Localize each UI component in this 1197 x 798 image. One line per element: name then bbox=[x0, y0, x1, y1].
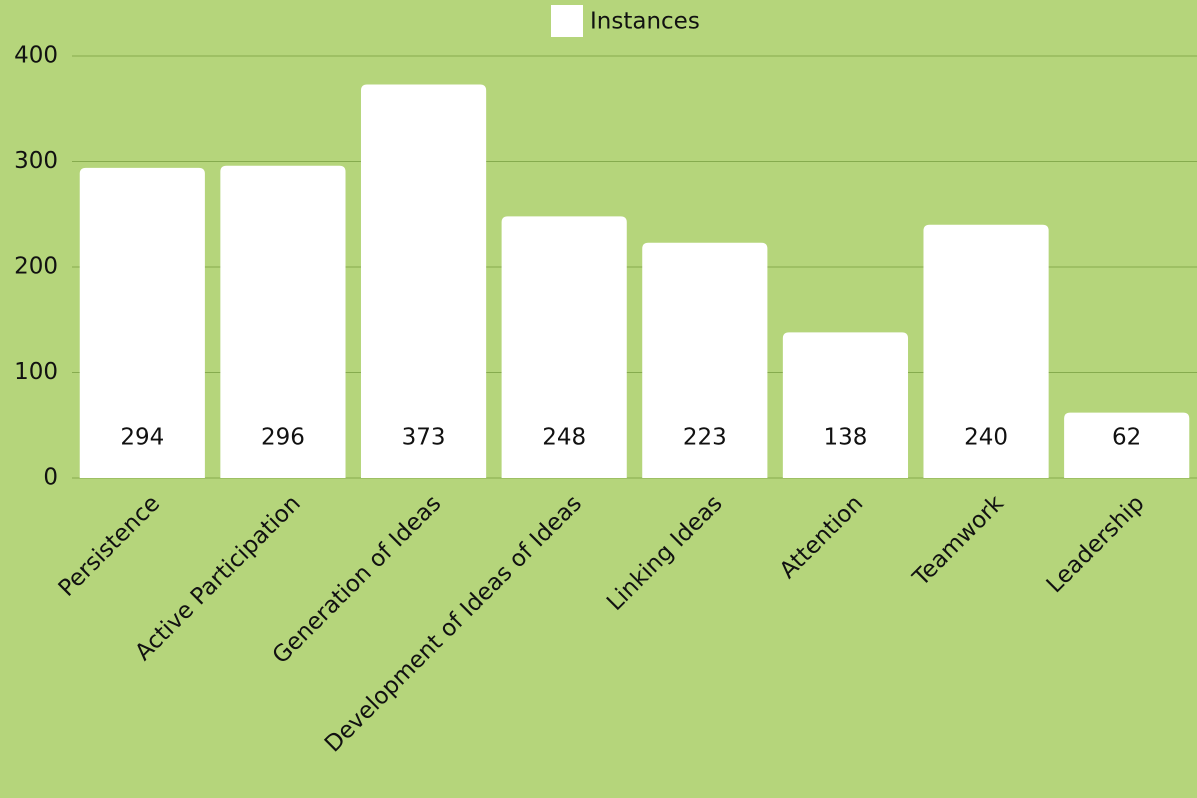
data-label: 373 bbox=[402, 425, 446, 451]
data-label: 240 bbox=[964, 425, 1008, 451]
y-tick-label: 0 bbox=[43, 465, 58, 491]
y-tick-label: 300 bbox=[14, 148, 58, 174]
bar bbox=[642, 242, 768, 478]
x-tick-label: Leadership bbox=[1042, 490, 1150, 598]
bar bbox=[923, 224, 1049, 478]
data-label: 223 bbox=[683, 425, 727, 451]
x-tick-label: Development of Ideas of Ideas bbox=[320, 490, 587, 757]
x-tick-label: Teamwork bbox=[907, 490, 1009, 592]
bar bbox=[220, 165, 346, 478]
bar bbox=[1064, 412, 1190, 478]
data-label: 62 bbox=[1112, 425, 1141, 451]
data-label: 248 bbox=[542, 425, 586, 451]
x-tick-label: Attention bbox=[775, 490, 868, 583]
x-tick-label: Persistence bbox=[54, 490, 165, 601]
bar bbox=[360, 84, 487, 479]
bar bbox=[501, 216, 627, 479]
y-tick-label: 400 bbox=[14, 43, 58, 69]
y-tick-label: 200 bbox=[14, 254, 58, 280]
legend-swatch bbox=[551, 5, 583, 37]
x-tick-label: Linking Ideas bbox=[602, 490, 728, 616]
data-label: 294 bbox=[120, 425, 164, 451]
bar bbox=[79, 167, 205, 478]
legend-label: Instances bbox=[590, 9, 700, 35]
data-label: 296 bbox=[261, 425, 305, 451]
bar bbox=[782, 332, 909, 478]
y-tick-label: 100 bbox=[14, 359, 58, 385]
data-label: 138 bbox=[823, 425, 867, 451]
